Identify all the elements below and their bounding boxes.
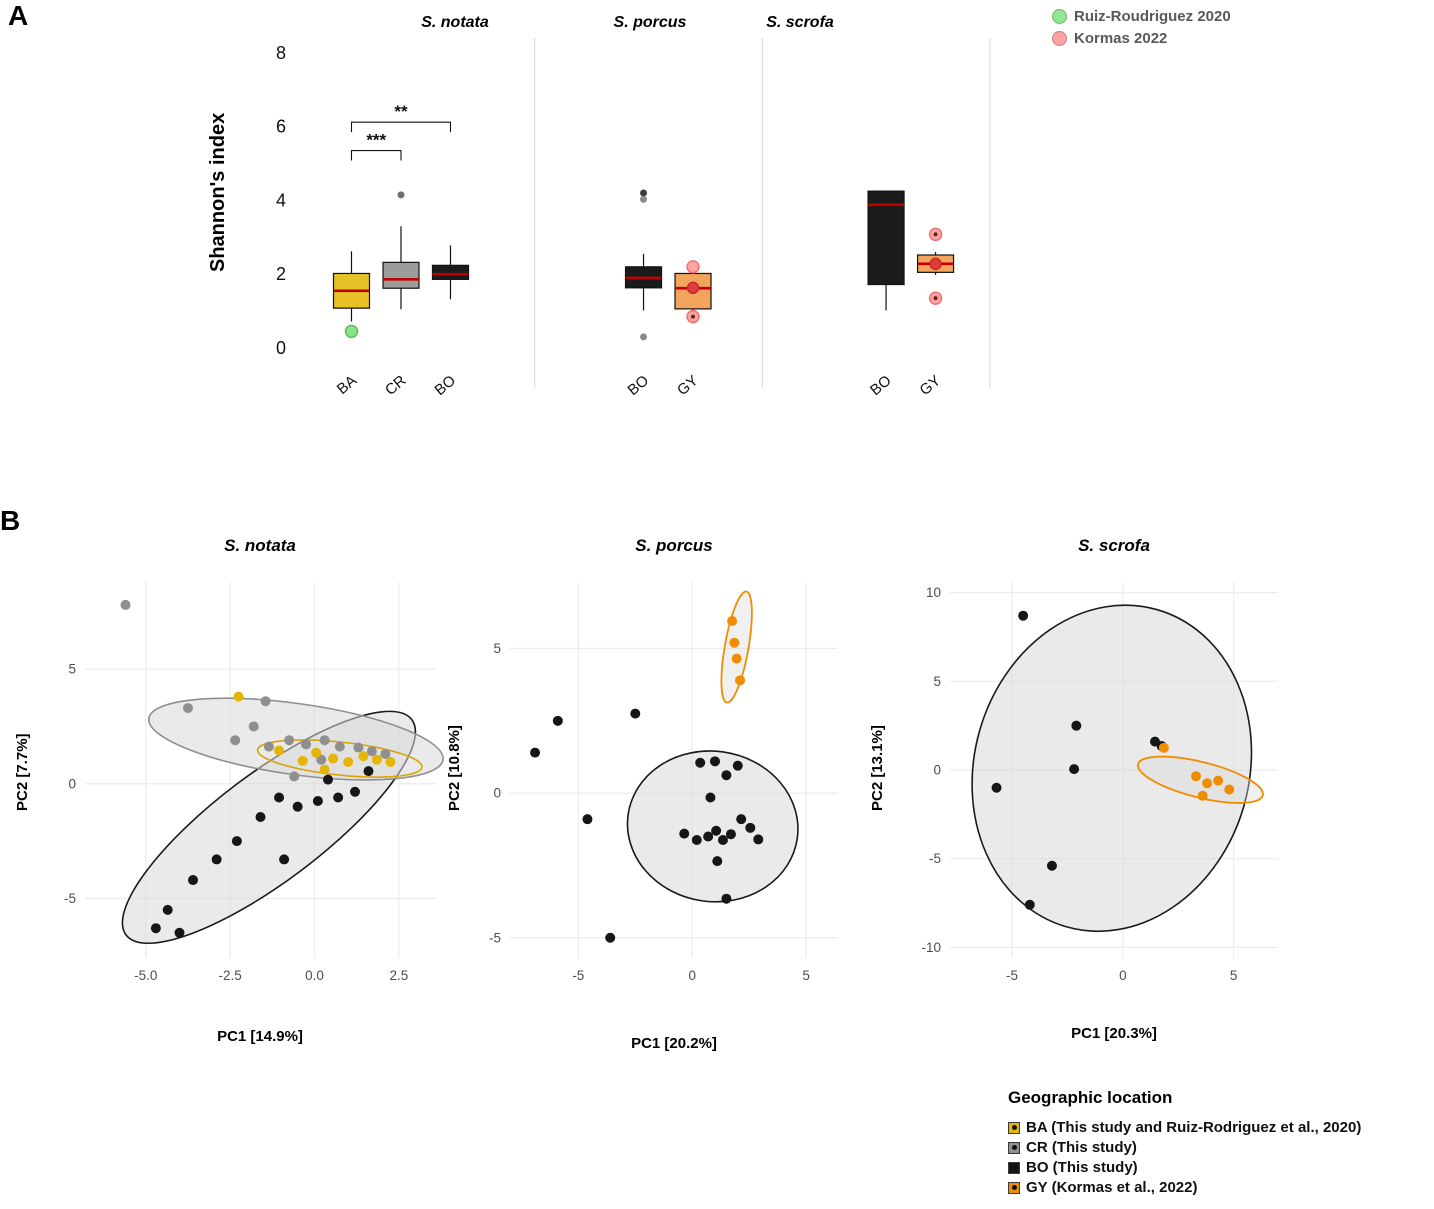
pca-porcus-xlabel: PC1 [20.2%] [631, 1035, 717, 1052]
svg-text:0.0: 0.0 [305, 968, 324, 983]
svg-text:0: 0 [68, 776, 76, 791]
svg-text:-5: -5 [489, 930, 501, 945]
svg-text:2: 2 [276, 264, 286, 284]
svg-text:-5.0: -5.0 [134, 968, 157, 983]
svg-text:8: 8 [276, 43, 286, 63]
svg-text:-5: -5 [572, 968, 584, 983]
legend-label: Kormas 2022 [1074, 30, 1168, 47]
legend-label: CR (This study) [1026, 1139, 1137, 1156]
svg-text:0: 0 [1119, 968, 1127, 983]
pca-notata-xlabel: PC1 [14.9%] [217, 1028, 303, 1045]
pink-dot-icon [1052, 31, 1067, 46]
ba-swatch-icon [1008, 1121, 1020, 1134]
svg-text:5: 5 [68, 662, 76, 677]
pca-porcus-title: S. porcus [635, 536, 713, 555]
svg-text:-5: -5 [64, 891, 76, 906]
panel-a-title-s-notata: S. notata [421, 14, 489, 31]
pca-scrofa-xlabel: PC1 [20.3%] [1071, 1025, 1157, 1042]
legend-item-bo: BO (This study) [1008, 1159, 1361, 1176]
svg-text:-5: -5 [1006, 968, 1018, 983]
gy-swatch-icon [1008, 1181, 1020, 1194]
panel-a-label: A [8, 0, 29, 31]
cr-swatch-icon [1008, 1141, 1020, 1154]
svg-text:-5: -5 [929, 851, 941, 866]
green-dot-icon [1052, 9, 1067, 24]
svg-text:0: 0 [493, 786, 501, 801]
legend-item-cr: CR (This study) [1008, 1139, 1361, 1156]
svg-text:5: 5 [802, 968, 810, 983]
svg-text:4: 4 [276, 190, 286, 210]
panel-b-label: B [0, 505, 21, 536]
svg-text:BA: BA [334, 372, 360, 398]
svg-text:5: 5 [1230, 968, 1238, 983]
bo-swatch-icon [1008, 1161, 1020, 1174]
svg-text:GY: GY [674, 372, 702, 399]
svg-text:-10: -10 [921, 940, 941, 955]
svg-text:BO: BO [432, 372, 460, 399]
svg-text:***: *** [366, 131, 386, 150]
pca-porcus-plot: -5 0 5 -5 0 5 [489, 582, 838, 983]
legend-label: Ruiz-Roudriguez 2020 [1074, 8, 1231, 25]
svg-text:0: 0 [688, 968, 696, 983]
pca-scrofa-title: S. scrofa [1078, 536, 1150, 555]
svg-text:GY: GY [917, 372, 945, 399]
panel-a-title-s-porcus: S. porcus [613, 14, 687, 31]
svg-text:BO: BO [625, 372, 653, 399]
shannon-ylabel: Shannon's index [207, 112, 229, 272]
legend-item-ruiz-roudriguez: Ruiz-Roudriguez 2020 [1052, 8, 1231, 25]
pca-notata-title: S. notata [224, 536, 296, 555]
svg-text:5: 5 [493, 641, 501, 656]
svg-text:5: 5 [933, 674, 941, 689]
svg-text:0: 0 [933, 763, 941, 778]
pca-scrofa-plot: -5 0 5 -10 -5 0 5 10 [921, 582, 1278, 983]
svg-text:**: ** [394, 102, 408, 121]
legend-label: GY (Kormas et al., 2022) [1026, 1179, 1198, 1196]
svg-text:CR: CR [382, 372, 410, 399]
panel-a-title-s-scrofa: S. scrofa [766, 14, 834, 31]
legend-title: Geographic location [1008, 1088, 1173, 1107]
legend-item-gy: GY (Kormas et al., 2022) [1008, 1179, 1361, 1196]
legend-item-kormas: Kormas 2022 [1052, 30, 1231, 47]
legend-label: BA (This study and Ruiz-Rodriguez et al.… [1026, 1119, 1362, 1136]
svg-text:2.5: 2.5 [389, 968, 408, 983]
svg-text:10: 10 [926, 585, 941, 600]
svg-text:0: 0 [276, 338, 286, 358]
svg-text:6: 6 [276, 117, 286, 137]
legend-item-ba: BA (This study and Ruiz-Rodriguez et al.… [1008, 1119, 1361, 1136]
legend-label: BO (This study) [1026, 1159, 1138, 1176]
svg-text:-2.5: -2.5 [218, 968, 241, 983]
svg-text:BO: BO [867, 372, 895, 399]
study-legend: Ruiz-Roudriguez 2020 Kormas 2022 [1052, 8, 1231, 47]
pca-notata-plot: -5.0 -2.5 0.0 2.5 -5 0 5 [64, 582, 444, 983]
geographic-location-legend: Geographic location BA (This study and R… [1008, 1088, 1361, 1199]
